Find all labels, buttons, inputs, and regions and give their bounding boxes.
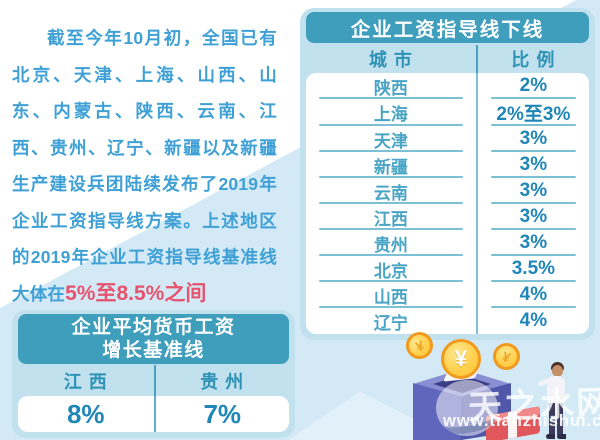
city-cell: 贵州 bbox=[306, 230, 476, 256]
lower-line-table-title-text: 企业工资指导线下线 bbox=[350, 19, 545, 41]
person-shoe bbox=[546, 434, 555, 439]
table-row: 新疆 3% bbox=[306, 152, 589, 178]
lower-line-table: 企业工资指导线下线 城 市 比 例 陕西 2% 上海 2%至3% 天津 3% 新… bbox=[300, 8, 595, 340]
jiangxi-value-cell: 8% bbox=[66, 398, 105, 429]
column-header-jiangxi: 江 西 bbox=[63, 371, 108, 392]
yuan-coin-icon: ¥ bbox=[441, 339, 481, 379]
table-row: 贵州 3% bbox=[306, 230, 589, 256]
baseline-table-header: 江 西 贵 州 bbox=[18, 365, 289, 396]
baseline-table: 企业平均货币工资 增长基准线 江 西 贵 州 8% 7% bbox=[12, 310, 295, 438]
baseline-title-line2: 增长基准线 bbox=[102, 340, 205, 361]
city-cell: 新疆 bbox=[306, 152, 476, 178]
ratio-cell: 3% bbox=[475, 230, 589, 256]
intro-paragraph: 截至今年10月初，全国已有北京、天津、上海、山西、山东、内蒙古、陕西、云南、江西… bbox=[12, 20, 277, 312]
baseline-table-body: 8% 7% bbox=[18, 396, 289, 432]
lower-line-table-body: 陕西 2% 上海 2%至3% 天津 3% 新疆 3% 云南 3% 江西 3% bbox=[306, 73, 589, 334]
ratio-cell: 3% bbox=[475, 152, 589, 178]
city-cell: 天津 bbox=[306, 126, 476, 152]
watermark-logo-icon bbox=[436, 380, 498, 436]
table-row: 江西 3% bbox=[306, 204, 589, 230]
ratio-cell: 3% bbox=[475, 204, 589, 230]
lower-line-table-header: 城 市 比 例 bbox=[306, 45, 589, 73]
city-cell: 山西 bbox=[306, 282, 476, 308]
baseline-title-line1: 企业平均货币工资 bbox=[71, 317, 236, 338]
table-row: 天津 3% bbox=[306, 126, 589, 152]
city-cell: 陕西 bbox=[306, 73, 476, 99]
column-header-ratio: 比 例 bbox=[475, 45, 589, 73]
table-row: 山西 4% bbox=[306, 282, 589, 308]
city-cell: 北京 bbox=[306, 256, 476, 282]
table-row: 云南 3% bbox=[306, 178, 589, 204]
ratio-cell: 3.5% bbox=[475, 256, 589, 282]
table-row: 辽宁 4% bbox=[306, 308, 589, 334]
standing-person bbox=[537, 362, 574, 440]
lower-line-table-title: 企业工资指导线下线 bbox=[306, 12, 589, 43]
city-cell: 上海 bbox=[306, 99, 476, 126]
ratio-cell: 4% bbox=[475, 282, 589, 308]
city-cell: 江西 bbox=[306, 204, 476, 230]
person-leg bbox=[549, 403, 555, 435]
ratio-cell: 3% bbox=[475, 178, 589, 204]
ratio-cell: 2%至3% bbox=[475, 99, 589, 126]
column-header-city: 城 市 bbox=[368, 50, 413, 70]
table-row: 上海 2%至3% bbox=[306, 99, 589, 126]
watermark-url: www.tianzhishui.com bbox=[443, 412, 600, 430]
ratio-cell: 4% bbox=[475, 308, 589, 334]
intro-highlight: 5%至8.5%之间 bbox=[65, 281, 207, 305]
ratio-cell: 3% bbox=[475, 126, 589, 152]
person-head bbox=[552, 365, 563, 377]
person-shoe bbox=[557, 434, 566, 439]
table-row: 陕西 2% bbox=[306, 73, 589, 99]
city-cell: 辽宁 bbox=[373, 313, 408, 333]
guizhou-value-cell: 7% bbox=[153, 396, 290, 432]
ratio-cell: 2% bbox=[475, 73, 589, 99]
person-leg bbox=[557, 403, 563, 435]
city-cell: 云南 bbox=[306, 178, 476, 204]
table-row: 北京 3.5% bbox=[306, 256, 589, 282]
baseline-table-title: 企业平均货币工资 增长基准线 bbox=[18, 314, 289, 364]
column-header-guizhou: 贵 州 bbox=[153, 365, 290, 396]
intro-text: 截至今年10月初，全国已有北京、天津、上海、山西、山东、内蒙古、陕西、云南、江西… bbox=[12, 28, 277, 304]
person-torso bbox=[547, 376, 565, 403]
